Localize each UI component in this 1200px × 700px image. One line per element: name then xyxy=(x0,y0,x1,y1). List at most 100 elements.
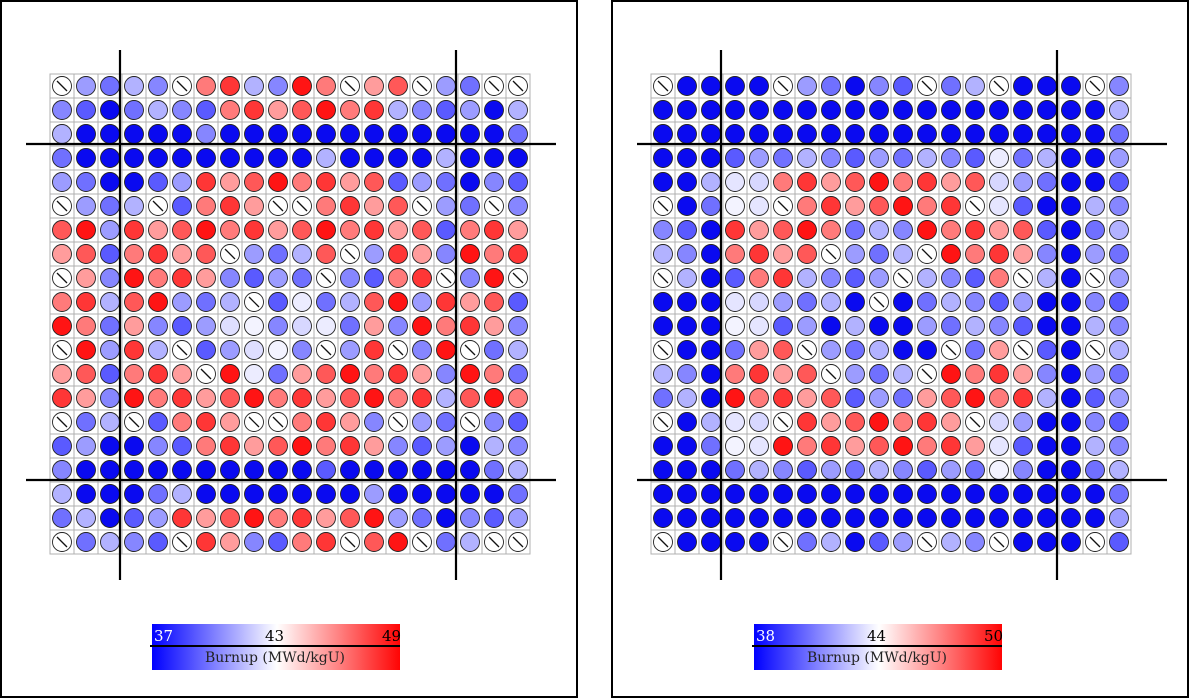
fuel-rod xyxy=(388,76,408,96)
fuel-rod xyxy=(941,268,961,288)
fuel-rod xyxy=(316,196,336,216)
fuel-rod xyxy=(172,364,192,384)
fuel-rod xyxy=(1109,364,1129,384)
fuel-rod xyxy=(268,436,288,456)
guide-tube-mark xyxy=(344,80,356,92)
fuel-rod xyxy=(196,532,216,552)
guide-tube-mark xyxy=(1089,272,1101,284)
fuel-rod xyxy=(749,148,769,168)
fuel-rod xyxy=(436,148,456,168)
fuel-rod xyxy=(677,460,697,480)
fuel-rod xyxy=(1061,100,1081,120)
fuel-rod xyxy=(653,436,673,456)
fuel-rod xyxy=(869,100,889,120)
fuel-rod xyxy=(268,220,288,240)
fuel-rod xyxy=(148,340,168,360)
fuel-rod xyxy=(725,196,745,216)
fuel-rod xyxy=(388,460,408,480)
fuel-rod xyxy=(148,124,168,144)
fuel-rod xyxy=(965,76,985,96)
guide-tube-mark xyxy=(56,536,68,548)
fuel-rod xyxy=(1061,460,1081,480)
fuel-rod xyxy=(965,340,985,360)
fuel-rod xyxy=(196,244,216,264)
fuel-rod xyxy=(797,484,817,504)
fuel-rod xyxy=(1085,412,1105,432)
fuel-rod xyxy=(1085,100,1105,120)
fuel-rod xyxy=(412,244,432,264)
fuel-rod xyxy=(725,508,745,528)
guide-tube-mark xyxy=(176,536,188,548)
fuel-rod xyxy=(1013,76,1033,96)
fuel-rod xyxy=(316,124,336,144)
fuel-rod xyxy=(460,100,480,120)
guide-tube-mark xyxy=(152,200,164,212)
fuel-rod xyxy=(484,460,504,480)
fuel-rod xyxy=(821,532,841,552)
fuel-rod xyxy=(1037,436,1057,456)
fuel-rod xyxy=(172,316,192,336)
guide-tube-mark xyxy=(657,200,669,212)
fuel-rod xyxy=(653,484,673,504)
fuel-rod xyxy=(436,124,456,144)
fuel-rod xyxy=(821,388,841,408)
fuel-rod xyxy=(148,436,168,456)
guide-tube-mark xyxy=(248,296,260,308)
fuel-rod xyxy=(1109,484,1129,504)
fuel-rod xyxy=(244,268,264,288)
fuel-rod xyxy=(460,364,480,384)
fuel-rod xyxy=(1085,220,1105,240)
fuel-rod xyxy=(701,220,721,240)
fuel-rod xyxy=(100,220,120,240)
fuel-rod xyxy=(436,316,456,336)
fuel-rod xyxy=(1061,268,1081,288)
fuel-rod xyxy=(1085,172,1105,192)
fuel-rod xyxy=(701,172,721,192)
fuel-rod xyxy=(388,100,408,120)
fuel-rod xyxy=(124,124,144,144)
fuel-rod xyxy=(220,100,240,120)
fuel-rod xyxy=(989,100,1009,120)
colorbar-min-label: 37 xyxy=(154,627,174,645)
fuel-rod xyxy=(701,340,721,360)
fuel-rod xyxy=(52,484,72,504)
fuel-rod xyxy=(292,460,312,480)
fuel-rod xyxy=(1061,124,1081,144)
fuel-rod xyxy=(677,292,697,312)
fuel-rod xyxy=(725,460,745,480)
fuel-rod xyxy=(292,484,312,504)
fuel-rod xyxy=(1037,340,1057,360)
guide-tube-mark xyxy=(825,368,837,380)
guide-tube-mark xyxy=(777,536,789,548)
fuel-rod xyxy=(292,292,312,312)
fuel-rod xyxy=(749,460,769,480)
fuel-rod xyxy=(701,244,721,264)
fuel-rod xyxy=(364,532,384,552)
fuel-rod xyxy=(749,244,769,264)
fuel-rod xyxy=(484,124,504,144)
fuel-rod xyxy=(797,436,817,456)
fuel-rod xyxy=(845,292,865,312)
fuel-rod xyxy=(749,316,769,336)
fuel-rod xyxy=(1061,436,1081,456)
fuel-rod xyxy=(989,412,1009,432)
fuel-rod xyxy=(917,340,937,360)
fuel-rod xyxy=(412,172,432,192)
fuel-rod xyxy=(508,220,528,240)
fuel-rod xyxy=(797,148,817,168)
fuel-rod xyxy=(220,364,240,384)
fuel-rod xyxy=(749,268,769,288)
colorbar-max-label: 50 xyxy=(984,627,1004,645)
fuel-rod xyxy=(749,364,769,384)
fuel-rod xyxy=(1013,436,1033,456)
fuel-rod xyxy=(893,196,913,216)
guide-tube-mark xyxy=(248,416,260,428)
fuel-rod xyxy=(773,292,793,312)
fuel-rod xyxy=(484,508,504,528)
fuel-rod xyxy=(220,436,240,456)
fuel-rod xyxy=(653,172,673,192)
fuel-rod xyxy=(388,268,408,288)
fuel-rod xyxy=(124,100,144,120)
fuel-rod xyxy=(220,148,240,168)
fuel-rod xyxy=(220,172,240,192)
